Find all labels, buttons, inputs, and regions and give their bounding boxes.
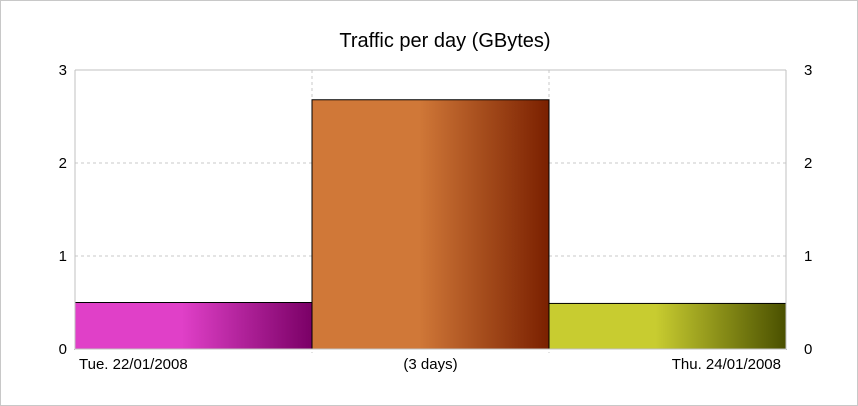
x-category-label: Tue. 22/01/2008 [79,356,188,373]
x-axis-labels: Tue. 22/01/2008 (3 days) Thu. 24/01/2008 [79,356,781,373]
axes [74,69,787,350]
bar-0 [74,302,313,350]
y-tick-label-left: 1 [59,248,67,265]
y-tick-label-left: 2 [59,155,67,172]
x-category-label: Thu. 24/01/2008 [672,356,781,373]
y-tick-label-right: 0 [804,341,812,358]
bars [74,99,787,350]
y-tick-label-right: 1 [804,248,812,265]
y-tick-label-right: 3 [804,62,812,79]
y-axis-left-ticks: 0 1 2 3 [59,62,67,358]
y-tick-label-left: 3 [59,62,67,79]
y-tick-label-right: 2 [804,155,812,172]
bar-2 [548,302,787,350]
bar-1 [311,99,550,350]
chart-title: Traffic per day (GBytes) [339,30,550,52]
y-tick-label-left: 0 [59,341,67,358]
x-category-label: (3 days) [403,356,457,373]
y-axis-right-ticks: 0 1 2 3 [804,62,812,358]
